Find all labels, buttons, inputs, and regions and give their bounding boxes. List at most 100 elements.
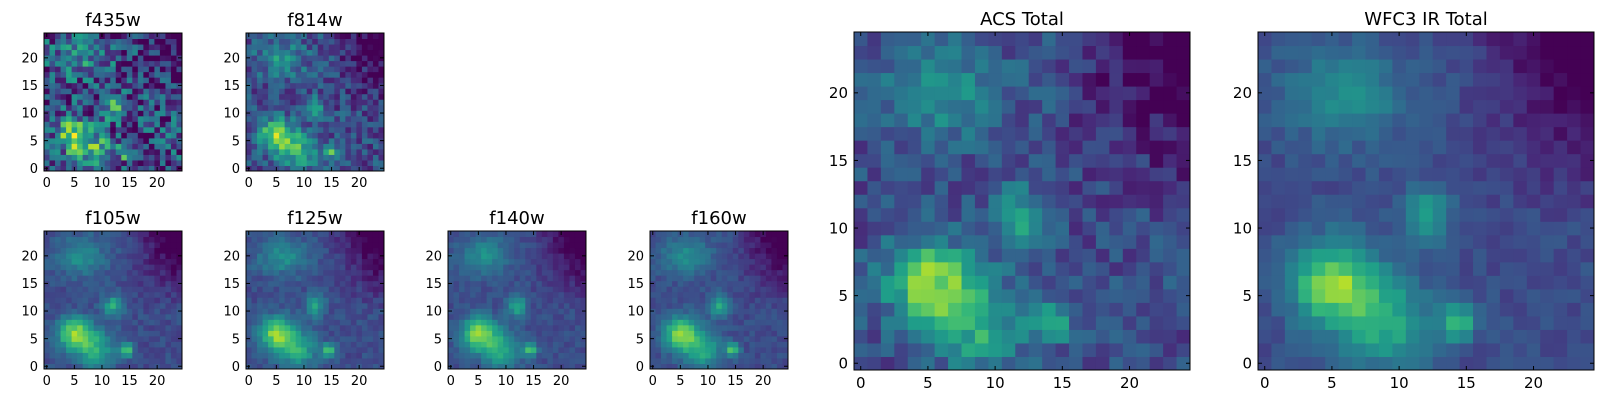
heatmap-cell bbox=[569, 341, 576, 348]
heatmap-cell bbox=[666, 242, 673, 249]
heatmap-cell bbox=[49, 132, 56, 139]
heatmap-cell bbox=[514, 363, 521, 370]
heatmap-cell bbox=[1028, 180, 1043, 195]
heatmap-cell bbox=[148, 291, 155, 298]
heatmap-cell bbox=[367, 253, 374, 260]
heatmap-cell bbox=[666, 264, 673, 271]
heatmap-cell bbox=[988, 194, 1003, 209]
heatmap-cell bbox=[137, 352, 144, 359]
heatmap-cell bbox=[104, 280, 111, 287]
heatmap-cell bbox=[1446, 356, 1461, 371]
heatmap-cell bbox=[894, 140, 909, 155]
heatmap-cell bbox=[894, 72, 909, 87]
heatmap-cell bbox=[727, 324, 734, 331]
heatmap-cell bbox=[88, 297, 95, 304]
heatmap-cell bbox=[49, 82, 56, 89]
heatmap-cell bbox=[1486, 167, 1501, 182]
heatmap-cell bbox=[312, 324, 319, 331]
heatmap-cell bbox=[760, 341, 767, 348]
heatmap-cell bbox=[732, 341, 739, 348]
heatmap-cell bbox=[1325, 167, 1340, 182]
heatmap-cell bbox=[705, 242, 712, 249]
heatmap-cell bbox=[317, 126, 324, 133]
heatmap-cell bbox=[312, 137, 319, 144]
heatmap-cell bbox=[727, 330, 734, 337]
heatmap-cell bbox=[246, 330, 253, 337]
heatmap-cell bbox=[295, 33, 302, 40]
heatmap-cell bbox=[356, 291, 363, 298]
heatmap-cell bbox=[503, 291, 510, 298]
heatmap-cell bbox=[448, 297, 455, 304]
heatmap-cell bbox=[1001, 32, 1016, 47]
heatmap-cell bbox=[339, 55, 346, 62]
heatmap-cell bbox=[82, 269, 89, 276]
heatmap-cell bbox=[66, 324, 73, 331]
heatmap-cell bbox=[66, 165, 73, 172]
heatmap-cell bbox=[765, 302, 772, 309]
heatmap-cell bbox=[754, 297, 761, 304]
heatmap-cell bbox=[694, 253, 701, 260]
heatmap-cell bbox=[475, 242, 482, 249]
heatmap-cell bbox=[661, 264, 668, 271]
heatmap-cell bbox=[1122, 207, 1137, 222]
heatmap-cell bbox=[699, 258, 706, 265]
heatmap-cell bbox=[1405, 275, 1420, 290]
heatmap-cell bbox=[159, 236, 166, 243]
heatmap-cell bbox=[77, 341, 84, 348]
heatmap-cell bbox=[661, 280, 668, 287]
heatmap-cell bbox=[60, 33, 67, 40]
heatmap-cell bbox=[148, 154, 155, 161]
heatmap-cell bbox=[345, 66, 352, 73]
heatmap-cell bbox=[361, 242, 368, 249]
heatmap-cell bbox=[159, 126, 166, 133]
heatmap-cell bbox=[55, 49, 62, 56]
heatmap-cell bbox=[948, 59, 963, 74]
heatmap-cell bbox=[907, 261, 922, 276]
heatmap-cell bbox=[312, 242, 319, 249]
heatmap-cell bbox=[688, 253, 695, 260]
heatmap-cell bbox=[961, 32, 976, 47]
heatmap-cell bbox=[574, 291, 581, 298]
heatmap-cell bbox=[569, 324, 576, 331]
heatmap-cell bbox=[1513, 275, 1528, 290]
heatmap-cell bbox=[1001, 140, 1016, 155]
heatmap-cell bbox=[372, 132, 379, 139]
heatmap-cell bbox=[165, 137, 172, 144]
heatmap-cell bbox=[301, 88, 308, 95]
heatmap-cell bbox=[1122, 248, 1137, 263]
heatmap-cell bbox=[290, 258, 297, 265]
heatmap-cell bbox=[367, 33, 374, 40]
heatmap-cell bbox=[55, 60, 62, 67]
heatmap-cell bbox=[323, 280, 330, 287]
heatmap-cell bbox=[154, 60, 161, 67]
heatmap-cell bbox=[268, 352, 275, 359]
heatmap-cell bbox=[367, 264, 374, 271]
heatmap-cell bbox=[1163, 356, 1178, 371]
heatmap-cell bbox=[1109, 194, 1124, 209]
heatmap-cell bbox=[921, 126, 936, 141]
heatmap-cell bbox=[99, 341, 106, 348]
heatmap-cell bbox=[894, 194, 909, 209]
heatmap-cell bbox=[99, 148, 106, 155]
heatmap-cell bbox=[295, 77, 302, 84]
heatmap-cell bbox=[470, 330, 477, 337]
heatmap-cell bbox=[1042, 113, 1057, 128]
heatmap-cell bbox=[279, 115, 286, 122]
heatmap-cell bbox=[1271, 275, 1286, 290]
heatmap-cell bbox=[694, 335, 701, 342]
heatmap-cell bbox=[159, 302, 166, 309]
heatmap-cell bbox=[328, 121, 335, 128]
heatmap-cell bbox=[71, 99, 78, 106]
heatmap-cell bbox=[514, 258, 521, 265]
heatmap-cell bbox=[323, 330, 330, 337]
heatmap-cell bbox=[727, 291, 734, 298]
heatmap-cell bbox=[1499, 234, 1514, 249]
heatmap-cell bbox=[948, 86, 963, 101]
heatmap-cell bbox=[661, 308, 668, 315]
heatmap-cell bbox=[677, 297, 684, 304]
heatmap-cell bbox=[77, 291, 84, 298]
heatmap-cell bbox=[55, 88, 62, 95]
heatmap-cell bbox=[1015, 45, 1030, 60]
heatmap-cell bbox=[110, 115, 117, 122]
